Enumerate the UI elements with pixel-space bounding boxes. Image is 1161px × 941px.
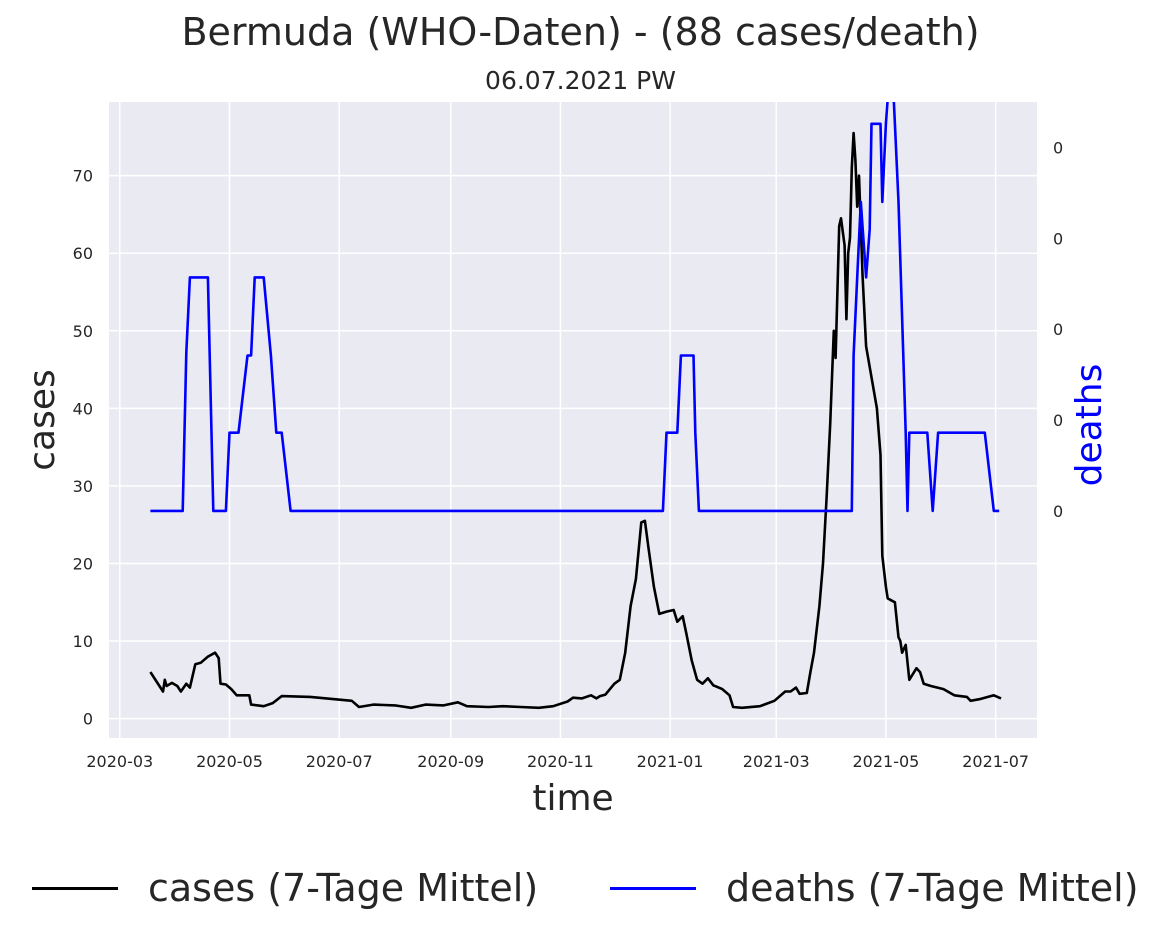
x-axis-ticks: 2020-03 2020-05 2020-07 2020-09 2020-11 2021-…: [86, 752, 1029, 771]
y-right-tick-label: 0: [1053, 411, 1063, 430]
y-left-tick-label: 70: [73, 167, 93, 186]
y-left-tick-label: 0: [83, 710, 93, 729]
legend-label-cases: cases (7-Tage Mittel): [148, 866, 539, 910]
y-left-tick-label: 40: [73, 399, 93, 418]
series-line-deaths: [150, 102, 1000, 513]
y-right-tick-label: 0: [1053, 229, 1063, 248]
y-left-tick-label: 20: [73, 554, 93, 573]
legend: cases (7-Tage Mittel) deaths (7-Tage Mit…: [0, 858, 1161, 918]
y-axis-right-label: deaths: [1069, 364, 1110, 487]
y-right-tick-label: 0: [1053, 502, 1063, 521]
y-left-tick-label: 50: [73, 322, 93, 341]
series-group: [149, 102, 1002, 710]
y-axis-left-label: cases: [22, 369, 63, 471]
plot-area: [109, 102, 1037, 738]
x-axis-label: time: [532, 778, 613, 819]
x-tick-label: 2021-01: [637, 752, 704, 771]
x-tick-label: 2021-07: [962, 752, 1029, 771]
series-line-cases: [149, 131, 1002, 710]
y-left-tick-label: 60: [73, 244, 93, 263]
x-tick-label: 2020-09: [417, 752, 484, 771]
y-right-tick-label: 0: [1053, 320, 1063, 339]
y-right-tick-label: 0: [1053, 138, 1063, 157]
x-tick-label: 2020-11: [527, 752, 594, 771]
y-left-tick-label: 10: [73, 632, 93, 651]
y-axis-left-ticks: 0 10 20 30 40 50 60 70: [73, 167, 93, 729]
legend-swatch-cases: [32, 886, 118, 890]
y-left-tick-label: 30: [73, 477, 93, 496]
x-tick-label: 2020-03: [86, 752, 153, 771]
y-axis-right-ticks: 0 0 0 0 0: [1053, 138, 1063, 520]
chart-plot: 2020-03 2020-05 2020-07 2020-09 2020-11 2021-…: [22, 102, 1110, 819]
x-tick-label: 2020-05: [196, 752, 263, 771]
x-tick-label: 2021-05: [853, 752, 920, 771]
legend-entry-deaths: deaths (7-Tage Mittel): [610, 858, 1139, 918]
chart-title: Bermuda (WHO-Daten) - (88 cases/death): [181, 10, 980, 54]
legend-label-deaths: deaths (7-Tage Mittel): [726, 866, 1139, 910]
chart-subtitle: 06.07.2021 PW: [485, 66, 676, 95]
x-tick-label: 2020-07: [306, 752, 373, 771]
legend-swatch-deaths: [610, 886, 696, 890]
x-tick-label: 2021-03: [743, 752, 810, 771]
legend-entry-cases: cases (7-Tage Mittel): [32, 858, 538, 918]
